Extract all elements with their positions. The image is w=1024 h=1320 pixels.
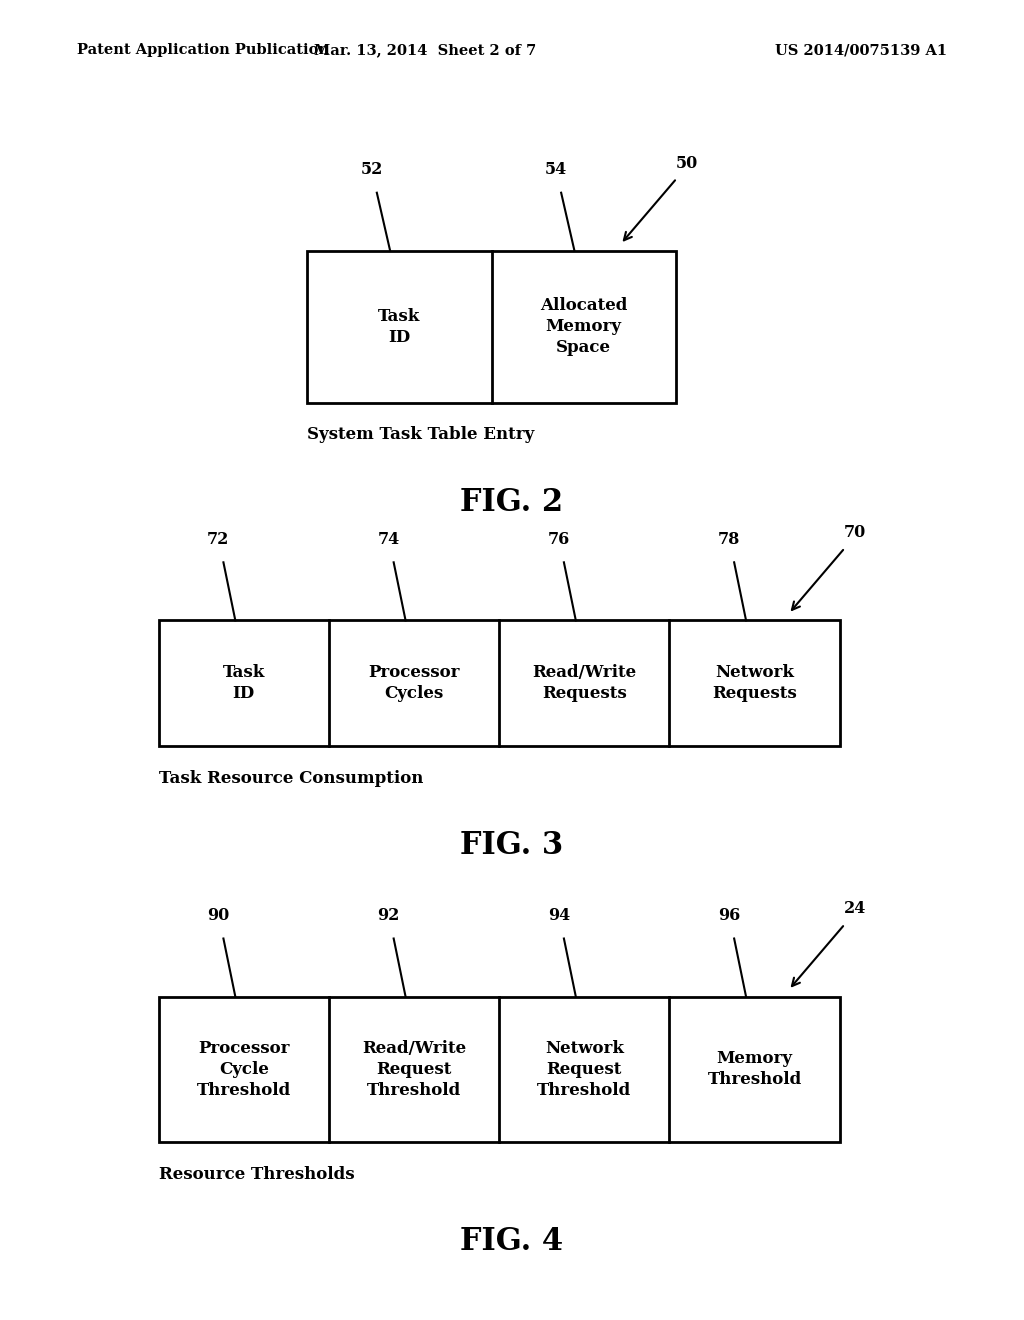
Bar: [307, 251, 676, 403]
Text: FIG. 4: FIG. 4: [461, 1226, 563, 1257]
Text: US 2014/0075139 A1: US 2014/0075139 A1: [775, 44, 947, 57]
Text: 54: 54: [545, 161, 567, 178]
Text: Task Resource Consumption: Task Resource Consumption: [159, 770, 423, 787]
Text: Task
ID: Task ID: [378, 308, 421, 346]
Text: 76: 76: [548, 531, 570, 548]
Text: Task
ID: Task ID: [222, 664, 265, 702]
Text: 96: 96: [718, 907, 740, 924]
Text: Allocated
Memory
Space: Allocated Memory Space: [540, 297, 628, 356]
Text: 94: 94: [548, 907, 570, 924]
Text: Network
Requests: Network Requests: [712, 664, 797, 702]
Text: Network
Request
Threshold: Network Request Threshold: [538, 1040, 632, 1098]
Text: FIG. 2: FIG. 2: [461, 487, 563, 517]
Text: 70: 70: [844, 524, 866, 541]
Text: Read/Write
Requests: Read/Write Requests: [532, 664, 636, 702]
Bar: [159, 620, 840, 746]
Text: 74: 74: [378, 531, 399, 548]
Text: 78: 78: [718, 531, 740, 548]
Text: 52: 52: [360, 161, 383, 178]
Text: 50: 50: [676, 154, 698, 172]
Text: System Task Table Entry: System Task Table Entry: [307, 426, 535, 444]
Text: Processor
Cycles: Processor Cycles: [369, 664, 460, 702]
Text: Read/Write
Request
Threshold: Read/Write Request Threshold: [362, 1040, 466, 1098]
Text: Patent Application Publication: Patent Application Publication: [77, 44, 329, 57]
Text: 72: 72: [207, 531, 229, 548]
Text: 90: 90: [207, 907, 229, 924]
Text: Mar. 13, 2014  Sheet 2 of 7: Mar. 13, 2014 Sheet 2 of 7: [313, 44, 537, 57]
Text: Memory
Threshold: Memory Threshold: [708, 1051, 802, 1088]
Text: Processor
Cycle
Threshold: Processor Cycle Threshold: [197, 1040, 291, 1098]
Text: Resource Thresholds: Resource Thresholds: [159, 1166, 354, 1183]
Text: FIG. 3: FIG. 3: [461, 830, 563, 861]
Text: 24: 24: [844, 900, 866, 917]
Text: 92: 92: [378, 907, 399, 924]
Bar: [159, 997, 840, 1142]
